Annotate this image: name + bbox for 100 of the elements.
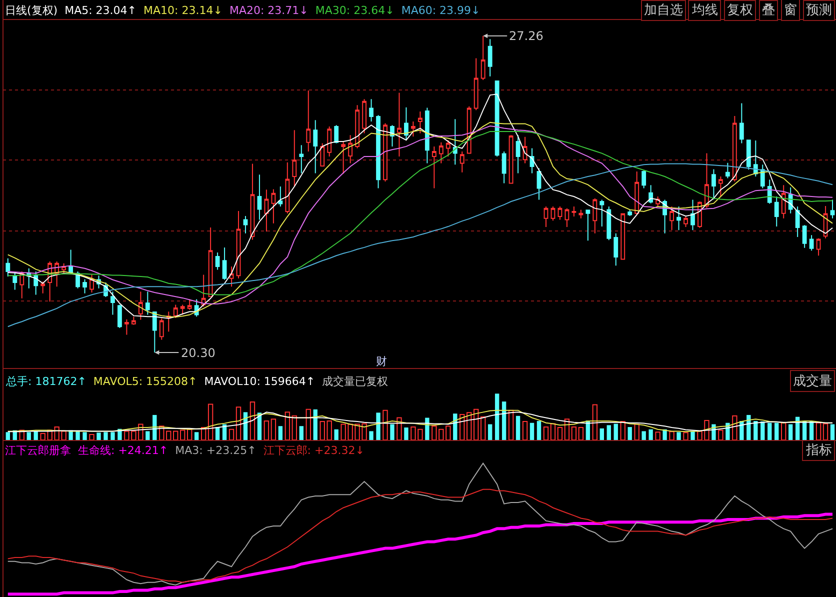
category-label: 叠 (762, 3, 775, 18)
bar (89, 434, 94, 440)
candlestick (830, 199, 835, 219)
candlestick (34, 271, 38, 296)
bar (718, 430, 724, 440)
text: MA10: 23.14↓ (144, 4, 222, 17)
candlestick (341, 140, 346, 174)
bar (96, 432, 101, 440)
candlestick (355, 104, 360, 149)
candlestick (739, 102, 744, 144)
candlestick (446, 140, 450, 157)
candlestick (684, 216, 688, 228)
candlestick (774, 196, 779, 228)
candlestick (628, 209, 632, 217)
candlestick (411, 120, 416, 137)
candlestick (418, 110, 422, 134)
bar (669, 431, 674, 440)
candlestick (201, 274, 206, 308)
bar (466, 412, 472, 440)
bar (200, 426, 206, 440)
bar (830, 424, 835, 440)
candlestick (68, 249, 73, 274)
candlestick (488, 38, 492, 77)
candlestick (460, 150, 464, 173)
candlestick (362, 98, 366, 134)
candlestick (257, 174, 262, 220)
candlestick (474, 58, 478, 111)
candlestick (292, 130, 297, 187)
bar (390, 424, 394, 440)
candlestick (187, 298, 192, 310)
candlestick (145, 291, 150, 316)
bar (76, 431, 80, 440)
chart-title: 江下云郎册拿 (5, 444, 71, 457)
bar (614, 424, 618, 440)
bar (648, 429, 653, 440)
bar (564, 418, 570, 440)
bar (488, 424, 492, 440)
candlestick (404, 106, 408, 141)
bar (816, 422, 822, 440)
candlestick (180, 304, 185, 316)
candlestick (138, 291, 143, 320)
bar (110, 432, 115, 440)
bar (543, 426, 549, 440)
bar (600, 428, 604, 440)
bar (19, 430, 24, 440)
candlestick (131, 316, 136, 326)
bar (6, 432, 10, 440)
bar (550, 423, 556, 440)
bar (606, 425, 611, 440)
bar (326, 420, 332, 440)
bar (536, 420, 542, 440)
bar (516, 416, 520, 440)
category-label: 预测 (806, 3, 832, 18)
bar (620, 420, 626, 440)
candlestick (152, 311, 157, 354)
bar (508, 410, 514, 440)
candlestick (600, 199, 604, 228)
annotation: 财 (376, 355, 387, 368)
annotation: 27.26 (509, 29, 544, 43)
candlestick (690, 199, 695, 231)
candlestick (264, 189, 269, 232)
candlestick (432, 146, 436, 189)
category-label: 均线 (691, 3, 718, 18)
candlestick (229, 266, 234, 288)
candlestick (159, 318, 164, 340)
candlestick (711, 168, 716, 200)
candlestick (215, 252, 220, 270)
bar (592, 404, 598, 440)
candlestick (508, 134, 514, 184)
bar (474, 408, 479, 440)
bar (186, 428, 192, 440)
candlestick (12, 271, 18, 290)
text: MA3: +23.25↑ (175, 444, 256, 457)
candlestick (516, 134, 520, 174)
candlestick (718, 176, 723, 197)
candlestick (676, 206, 681, 231)
bar (173, 430, 178, 440)
candlestick (334, 124, 339, 144)
bar (822, 423, 828, 440)
text: MA5: 23.04↑ (64, 4, 137, 17)
bar (26, 432, 31, 440)
candlestick (572, 206, 576, 218)
candlestick (452, 118, 458, 166)
bar (270, 418, 276, 440)
category-label: 加自选 (644, 3, 683, 18)
bar (334, 429, 338, 440)
candlestick (173, 304, 178, 318)
bar (571, 426, 577, 440)
text: 生命线: +24.21↑ (78, 444, 168, 457)
candlestick (586, 210, 590, 242)
bar (278, 426, 283, 440)
bar (740, 420, 744, 440)
candlestick (466, 106, 472, 154)
bar (683, 432, 688, 440)
bar (460, 414, 465, 440)
bar (194, 432, 199, 440)
bar (530, 422, 534, 440)
bar (732, 415, 738, 440)
candlestick (480, 35, 486, 81)
bar (236, 406, 242, 440)
